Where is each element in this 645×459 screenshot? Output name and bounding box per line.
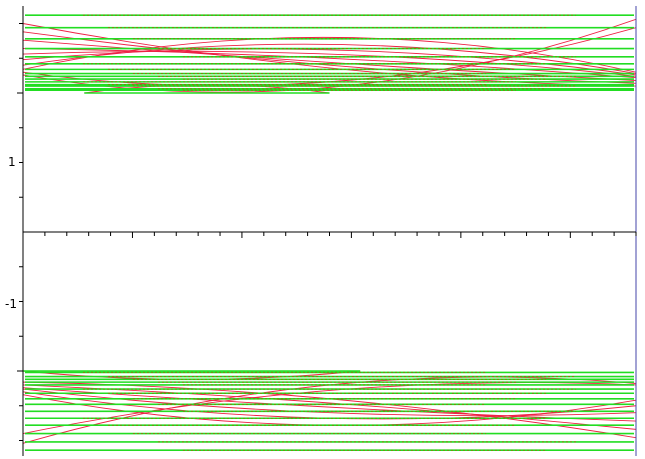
flat-bands	[23, 14, 634, 452]
y-tick-label-minus-1: -1	[5, 297, 17, 311]
ticks	[17, 23, 637, 441]
dispersive-band-upper-4	[22, 50, 637, 77]
dispersive-band-upper-3	[22, 48, 637, 79]
y-tick-label-1: 1	[8, 155, 16, 169]
dispersive-band-upper-6	[22, 43, 637, 74]
dispersive-band-upper-2	[22, 39, 637, 81]
dispersive-band-upper-7	[22, 36, 637, 73]
